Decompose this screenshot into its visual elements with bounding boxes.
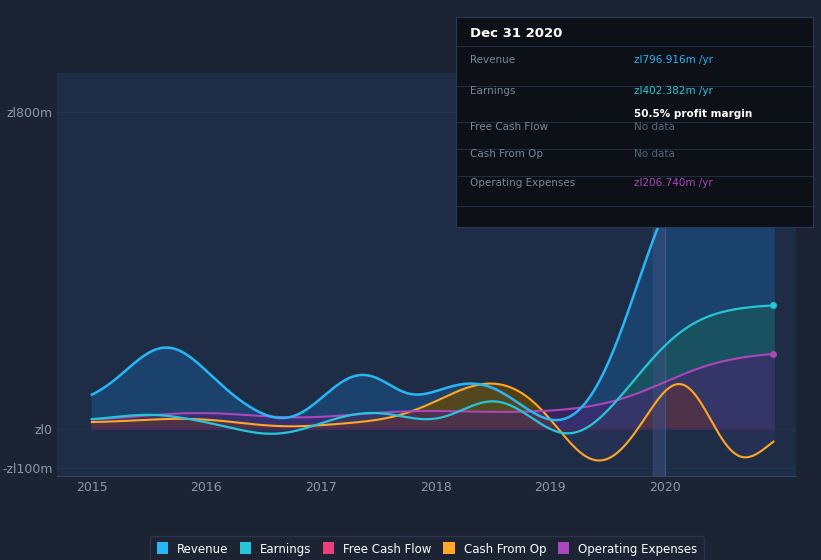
Text: zl402.382m /yr: zl402.382m /yr	[635, 86, 713, 96]
Text: Dec 31 2020: Dec 31 2020	[470, 27, 562, 40]
Text: 50.5% profit margin: 50.5% profit margin	[635, 109, 753, 119]
Text: Free Cash Flow: Free Cash Flow	[470, 122, 548, 132]
Text: Earnings: Earnings	[470, 86, 516, 96]
Text: zl796.916m /yr: zl796.916m /yr	[635, 55, 713, 64]
Text: Operating Expenses: Operating Expenses	[470, 179, 576, 189]
Point	[767, 301, 780, 310]
Text: No data: No data	[635, 149, 675, 159]
Point	[767, 349, 780, 358]
Text: Cash From Op: Cash From Op	[470, 149, 543, 159]
Legend: Revenue, Earnings, Free Cash Flow, Cash From Op, Operating Expenses: Revenue, Earnings, Free Cash Flow, Cash …	[149, 536, 704, 560]
Text: zl206.740m /yr: zl206.740m /yr	[635, 179, 713, 189]
Text: No data: No data	[635, 122, 675, 132]
Bar	[654, 73, 665, 476]
Point	[767, 115, 780, 124]
Text: Revenue: Revenue	[470, 55, 515, 64]
